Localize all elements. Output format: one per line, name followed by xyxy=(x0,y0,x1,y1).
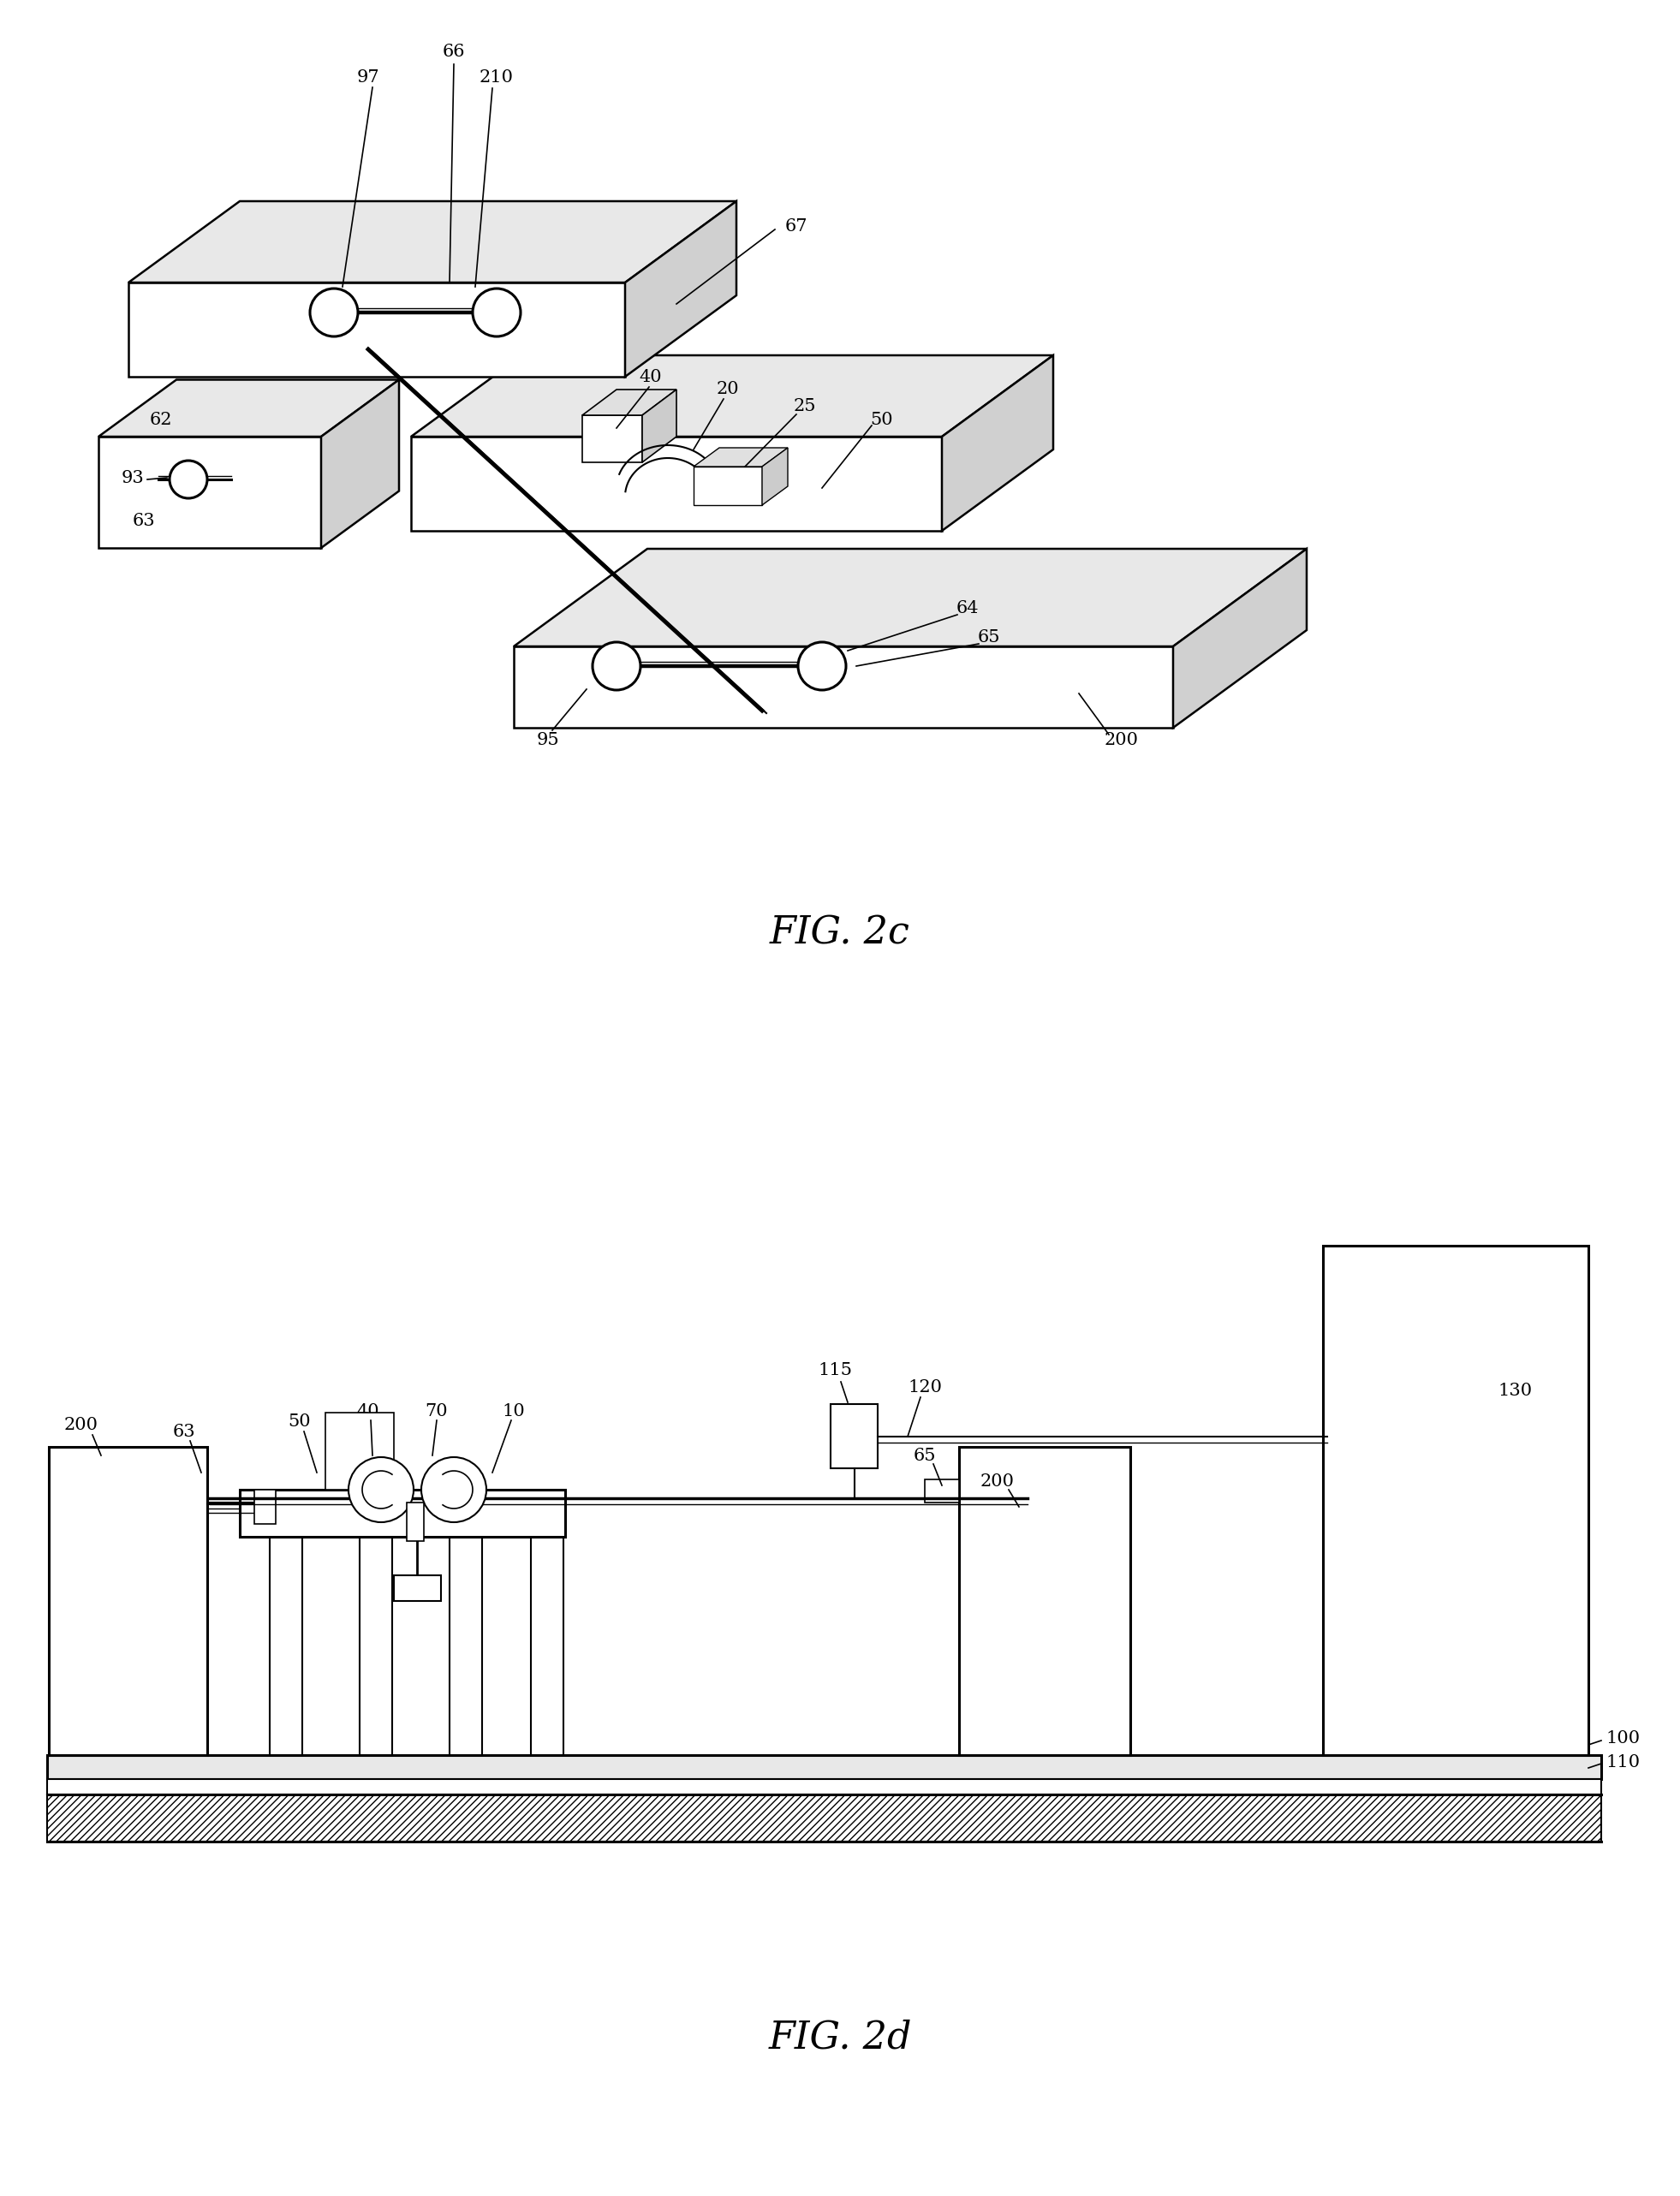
Polygon shape xyxy=(47,1755,1601,1779)
Polygon shape xyxy=(1322,1245,1588,1755)
Text: 95: 95 xyxy=(536,733,559,749)
Polygon shape xyxy=(412,437,942,531)
Circle shape xyxy=(170,461,207,498)
Polygon shape xyxy=(270,1537,302,1755)
Text: 67: 67 xyxy=(785,220,808,235)
Polygon shape xyxy=(583,389,677,415)
Polygon shape xyxy=(514,549,1307,646)
Circle shape xyxy=(472,288,521,336)
Polygon shape xyxy=(531,1537,563,1755)
Circle shape xyxy=(593,641,640,690)
Text: 130: 130 xyxy=(1499,1383,1532,1399)
Polygon shape xyxy=(360,1537,391,1755)
Polygon shape xyxy=(583,415,642,463)
Polygon shape xyxy=(694,466,763,505)
Text: 200: 200 xyxy=(981,1474,1015,1489)
Polygon shape xyxy=(763,448,788,505)
Text: 115: 115 xyxy=(818,1362,852,1377)
Circle shape xyxy=(311,288,358,336)
Text: 64: 64 xyxy=(956,600,979,617)
Text: 65: 65 xyxy=(914,1447,936,1463)
Text: 10: 10 xyxy=(502,1403,526,1419)
Text: FIG. 2c: FIG. 2c xyxy=(769,916,911,951)
Text: 63: 63 xyxy=(133,512,155,529)
Text: 40: 40 xyxy=(356,1403,380,1419)
Text: 100: 100 xyxy=(1606,1730,1640,1746)
Text: 110: 110 xyxy=(1606,1755,1640,1770)
Polygon shape xyxy=(254,1489,276,1524)
Polygon shape xyxy=(407,1502,423,1542)
Text: 50: 50 xyxy=(870,411,894,428)
Text: 20: 20 xyxy=(716,382,739,397)
Text: 200: 200 xyxy=(64,1416,99,1434)
Text: 66: 66 xyxy=(442,44,465,59)
Polygon shape xyxy=(642,389,677,463)
Text: 120: 120 xyxy=(907,1379,942,1394)
Circle shape xyxy=(348,1458,413,1522)
Polygon shape xyxy=(326,1412,393,1489)
Text: 200: 200 xyxy=(1104,733,1139,749)
Polygon shape xyxy=(128,202,736,283)
Polygon shape xyxy=(99,437,321,549)
Polygon shape xyxy=(514,646,1173,727)
Polygon shape xyxy=(393,1575,440,1601)
Polygon shape xyxy=(47,1779,1601,1794)
Polygon shape xyxy=(450,1537,482,1755)
Text: 25: 25 xyxy=(793,397,816,415)
Text: 50: 50 xyxy=(289,1412,311,1430)
Polygon shape xyxy=(942,356,1053,531)
Text: 70: 70 xyxy=(425,1403,449,1419)
Polygon shape xyxy=(321,380,400,549)
Circle shape xyxy=(798,641,847,690)
Text: 62: 62 xyxy=(150,411,173,428)
Polygon shape xyxy=(240,1489,564,1537)
Polygon shape xyxy=(625,202,736,378)
Polygon shape xyxy=(99,380,400,437)
Text: 40: 40 xyxy=(640,369,662,384)
Polygon shape xyxy=(694,448,788,466)
Text: FIG. 2d: FIG. 2d xyxy=(768,2018,912,2055)
Polygon shape xyxy=(1173,549,1307,727)
Text: 93: 93 xyxy=(121,470,144,485)
Circle shape xyxy=(422,1458,487,1522)
Polygon shape xyxy=(49,1447,207,1755)
Polygon shape xyxy=(830,1403,877,1469)
Polygon shape xyxy=(924,1480,959,1502)
Text: 63: 63 xyxy=(173,1423,195,1441)
Text: 65: 65 xyxy=(978,630,1000,646)
Polygon shape xyxy=(128,283,625,378)
Text: 97: 97 xyxy=(356,68,380,86)
Polygon shape xyxy=(959,1447,1131,1755)
Polygon shape xyxy=(412,356,1053,437)
Text: 210: 210 xyxy=(479,68,514,86)
Bar xyxy=(47,1794,1601,1842)
